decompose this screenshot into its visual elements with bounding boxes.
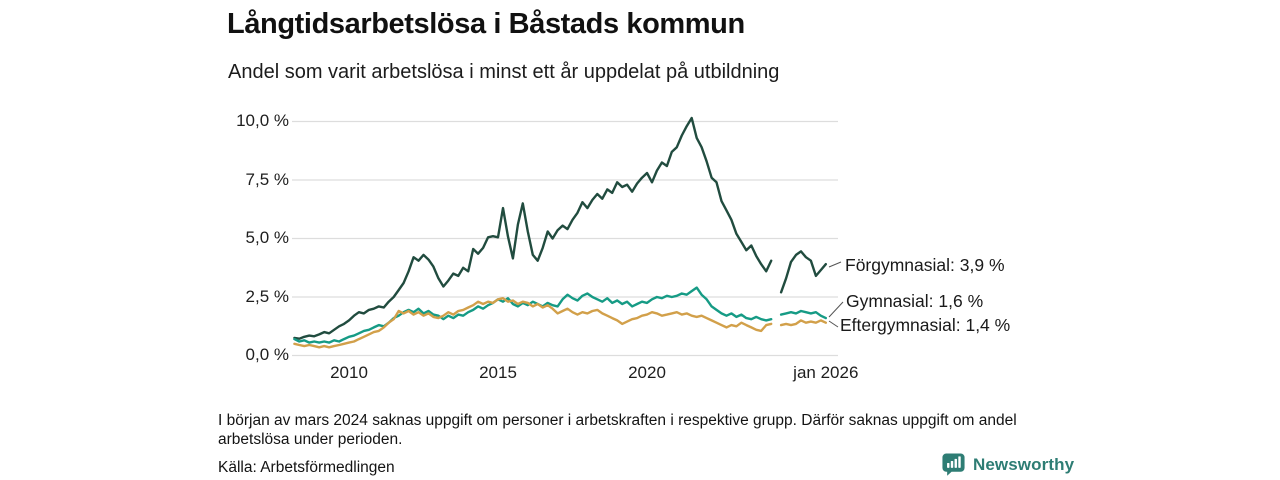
x-axis-tick-label: 2020 xyxy=(628,363,666,382)
chart-footnote: I början av mars 2024 saknas uppgift om … xyxy=(218,412,1017,448)
series-line-gymnasial xyxy=(293,286,827,344)
newsworthy-wordmark: Newsworthy xyxy=(973,454,1075,474)
x-axis-tick-label: 2015 xyxy=(479,363,517,382)
x-axis-tick-label: jan 2026 xyxy=(793,363,859,382)
label-connector xyxy=(828,261,842,268)
y-axis-tick-label: 2,5 % xyxy=(245,286,289,306)
chart-source: Källa: Arbetsförmedlingen xyxy=(218,459,395,476)
newsworthy-branding: Newsworthy xyxy=(941,452,1074,477)
x-axis-tick-label: 2010 xyxy=(330,363,368,382)
series-line-förgymnasial xyxy=(293,116,827,340)
series-end-label-eftergymnasial: Eftergymnasial: 1,4 % xyxy=(840,315,1011,335)
y-axis-tick-label: 10,0 % xyxy=(236,111,289,130)
chart-subtitle: Andel som varit arbetslösa i minst ett å… xyxy=(228,61,780,83)
chart-title: Långtidsarbetslösa i Båstads kommun xyxy=(227,8,745,40)
series-end-label-forgymnasial: Förgymnasial: 3,9 % xyxy=(845,255,1005,275)
y-axis-tick-label: 7,5 % xyxy=(245,169,289,189)
series-end-label-gymnasial: Gymnasial: 1,6 % xyxy=(846,291,984,311)
label-connector xyxy=(828,320,839,328)
label-connector xyxy=(828,301,844,318)
newsworthy-logo-icon xyxy=(941,452,966,477)
y-axis-tick-label: 5,0 % xyxy=(245,228,289,247)
series-line-eftergymnasial xyxy=(293,297,827,349)
y-axis-tick-label: 0,0 % xyxy=(245,345,289,364)
